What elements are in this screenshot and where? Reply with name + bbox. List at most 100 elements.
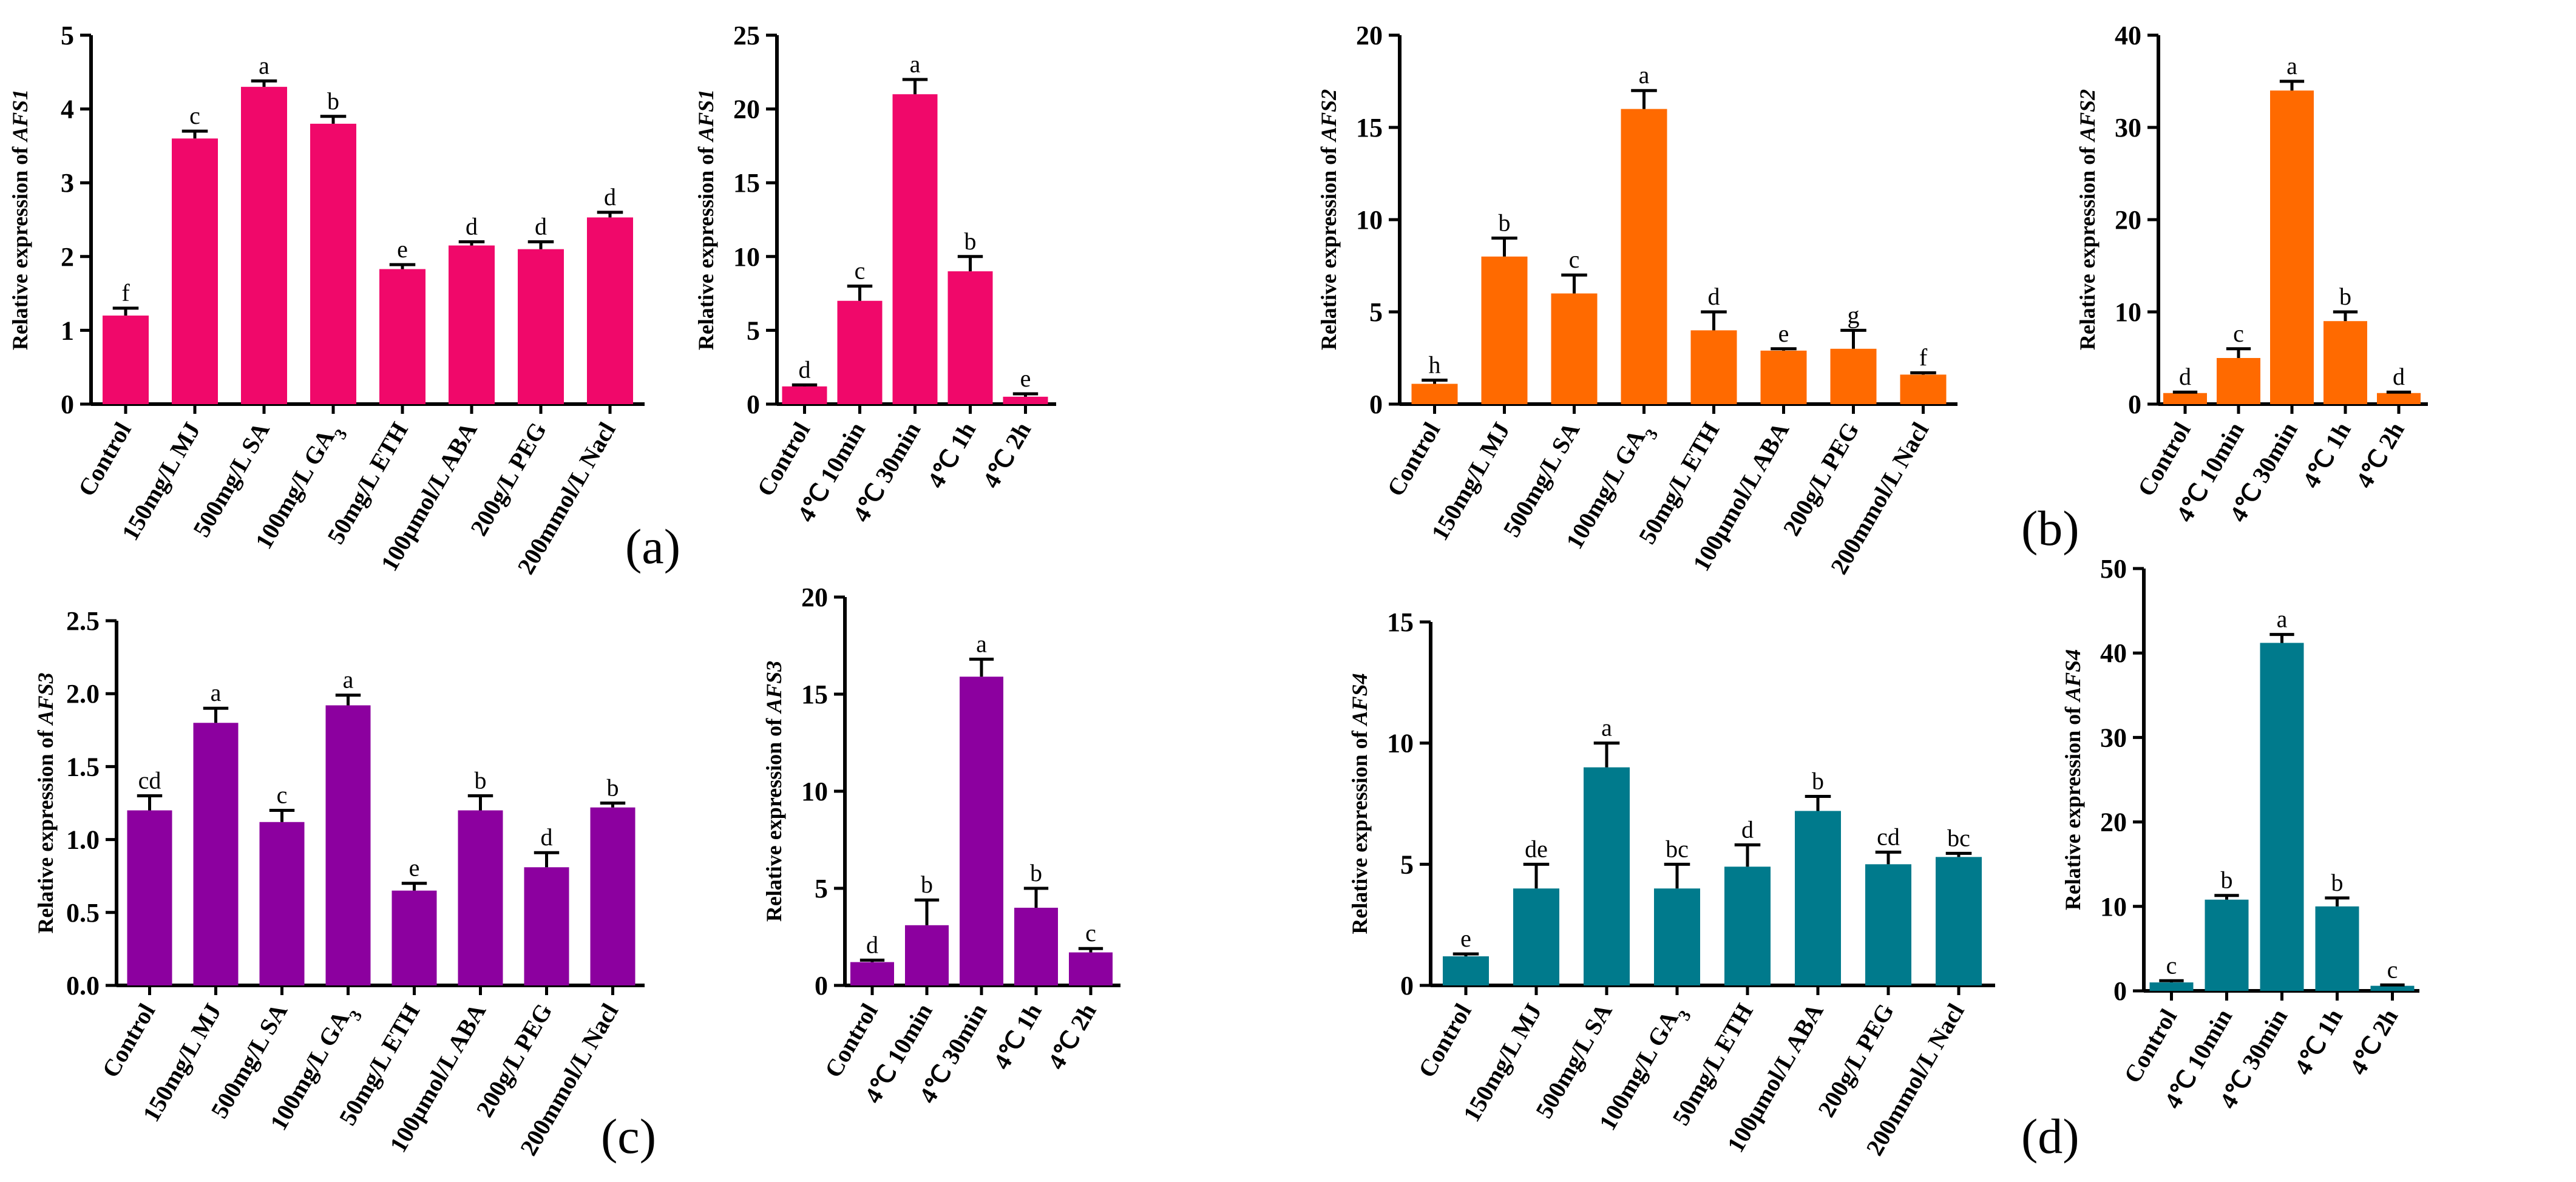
panel-label-b: (b): [2021, 501, 2079, 556]
significance-letter: a: [259, 52, 269, 79]
y-tick-label: 10: [1387, 729, 1414, 758]
y-axis-title: Relative expression of AFS1: [694, 89, 718, 350]
significance-letter: cd: [138, 766, 161, 794]
bar: [127, 810, 172, 985]
bar: [2217, 358, 2260, 404]
bar: [1551, 293, 1598, 404]
category-label: 4℃ 1h: [988, 999, 1047, 1074]
significance-letter: a: [343, 666, 354, 694]
bar: [1936, 857, 1982, 985]
bar: [391, 890, 437, 985]
significance-letter: c: [277, 782, 288, 809]
bar: [518, 249, 564, 404]
category-label: 4℃ 2h: [2350, 417, 2410, 493]
significance-letter: e: [397, 235, 408, 263]
significance-letter: b: [475, 766, 487, 794]
bar: [2270, 90, 2314, 404]
panel-label-d: (d): [2021, 1109, 2079, 1164]
y-tick-label: 2.0: [66, 679, 100, 709]
bar: [449, 245, 495, 404]
y-tick-label: 0: [1400, 971, 1414, 1001]
chart-afs3-treatments: 0.0 0.5 1.0 1.5 2.0 2.5 Relative expression of…: [33, 606, 645, 1160]
significance-letter: c: [2233, 320, 2244, 347]
bar: [905, 925, 949, 985]
y-axis-title: Relative expression of AFS4: [1347, 673, 1372, 934]
significance-letter: c: [1085, 919, 1096, 947]
significance-letter: b: [2339, 283, 2351, 310]
significance-letter: d: [1708, 283, 1720, 310]
bar: [1900, 374, 1947, 404]
y-tick-label: 0: [2128, 390, 2141, 419]
y-tick-label: 25: [733, 21, 760, 50]
bar: [1003, 396, 1048, 404]
bar: [458, 810, 503, 985]
bar: [1760, 350, 1807, 404]
significance-letter: f: [121, 279, 130, 306]
y-tick-label: 30: [2115, 113, 2141, 143]
bar: [2149, 982, 2194, 991]
category-label: Control: [97, 999, 160, 1082]
significance-letter: b: [1499, 209, 1511, 236]
significance-letter: c: [189, 102, 200, 129]
y-tick-label: 1: [61, 316, 74, 345]
bar: [1014, 908, 1058, 985]
bar: [837, 300, 883, 404]
y-tick-label: 30: [2100, 723, 2127, 752]
significance-letter: d: [1741, 816, 1754, 843]
significance-letter: c: [855, 257, 866, 284]
bar: [1069, 952, 1113, 985]
bar: [172, 138, 218, 405]
category-label: 4℃ 1h: [922, 417, 981, 493]
significance-letter: b: [607, 774, 619, 802]
significance-letter: b: [2221, 866, 2233, 894]
y-tick-label: 0: [2113, 976, 2127, 1006]
significance-letter: de: [1525, 835, 1548, 862]
category-label: 4℃ 2h: [977, 417, 1037, 493]
bar: [1513, 888, 1559, 985]
category-label: Control: [1381, 417, 1445, 501]
bar: [241, 87, 287, 404]
significance-letter: bc: [1947, 824, 1970, 851]
chart-afs2-treatments: 0 5 10 15 20 Relative expression of AFS2 h Cont…: [1317, 21, 1957, 579]
significance-letter: e: [409, 854, 420, 882]
significance-letter: c: [2166, 951, 2177, 979]
panel-label-a: (a): [625, 519, 680, 574]
y-tick-label: 3: [61, 168, 74, 198]
y-tick-label: 20: [2115, 205, 2141, 235]
y-tick-label: 5: [1369, 297, 1383, 327]
significance-letter: b: [1030, 859, 1042, 886]
y-tick-label: 0: [747, 390, 760, 419]
category-label: 4℃ 1h: [2297, 417, 2356, 493]
y-tick-label: 10: [2115, 297, 2141, 327]
bar: [2323, 321, 2367, 404]
significance-letter: bc: [1666, 835, 1689, 862]
y-tick-label: 5: [747, 316, 760, 345]
y-tick-label: 0: [815, 971, 828, 1001]
bar: [310, 123, 356, 405]
y-tick-label: 15: [1387, 607, 1414, 637]
bar: [850, 962, 894, 985]
bar: [1654, 888, 1700, 985]
bar: [2377, 393, 2421, 404]
significance-letter: a: [2286, 52, 2297, 79]
bar: [259, 822, 305, 985]
significance-letter: e: [1460, 925, 1471, 952]
y-tick-label: 1.0: [66, 825, 100, 855]
y-axis-title: Relative expression of AFS4: [2061, 649, 2085, 910]
significance-letter: d: [535, 212, 547, 240]
bar: [960, 677, 1003, 985]
y-tick-label: 15: [801, 680, 828, 709]
y-tick-label: 0.0: [66, 971, 100, 1001]
bar: [193, 723, 239, 985]
bar: [2205, 899, 2249, 991]
significance-letter: a: [1601, 714, 1612, 741]
category-label: 4℃ 2h: [1042, 999, 1102, 1074]
y-tick-label: 5: [1400, 849, 1414, 879]
bar: [1690, 330, 1737, 404]
bar: [2260, 643, 2304, 991]
significance-letter: f: [1919, 343, 1928, 371]
y-axis-title: Relative expression of AFS2: [1317, 89, 1341, 350]
significance-letter: b: [921, 871, 933, 898]
bar: [2315, 906, 2359, 991]
